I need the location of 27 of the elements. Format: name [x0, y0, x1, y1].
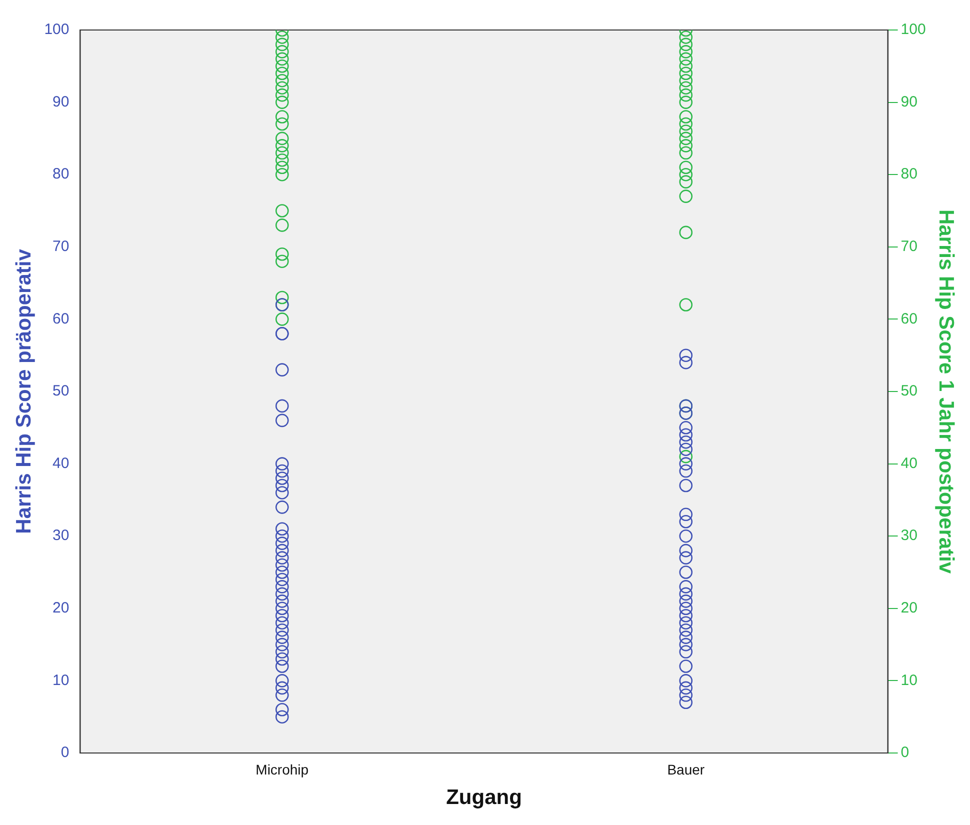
- y-tick-label: 90: [52, 93, 70, 110]
- y2-tick-label: 0: [900, 744, 910, 762]
- y2-tick-label: 70: [900, 238, 918, 256]
- y-tick-label: 80: [52, 166, 70, 183]
- y-axis-title: Harris Hip Score präoperativ: [12, 248, 36, 534]
- y2-tick-label: 10: [900, 672, 918, 689]
- y2-tick-label: 20: [900, 600, 918, 617]
- y-tick-label: 100: [44, 21, 70, 38]
- y-tick-label: 50: [52, 382, 70, 400]
- y2-tick-label: 80: [900, 166, 918, 183]
- x-tick-label: Bauer: [667, 761, 705, 778]
- y2-tick-label: 40: [900, 454, 918, 472]
- y2-axis-title: Harris Hip Score 1 Jahr postoperativ: [934, 209, 958, 574]
- y-tick-label: 70: [52, 238, 70, 256]
- y-tick-label: 60: [52, 310, 70, 328]
- y-tick-label: 40: [52, 454, 70, 472]
- y-tick-label: 30: [52, 527, 70, 544]
- y-tick-label: 0: [60, 744, 70, 762]
- y2-tick-label: 100: [900, 21, 926, 38]
- y2-tick-label: 50: [900, 382, 918, 400]
- y-tick-label: 20: [52, 600, 70, 617]
- x-tick-label: Microhip: [256, 761, 309, 778]
- y2-tick-label: 60: [900, 310, 918, 328]
- y2-tick-label: 90: [900, 93, 918, 110]
- x-axis-title: Zugang: [446, 786, 522, 810]
- y-tick-label: 10: [52, 672, 70, 689]
- y2-tick-label: 30: [900, 527, 918, 544]
